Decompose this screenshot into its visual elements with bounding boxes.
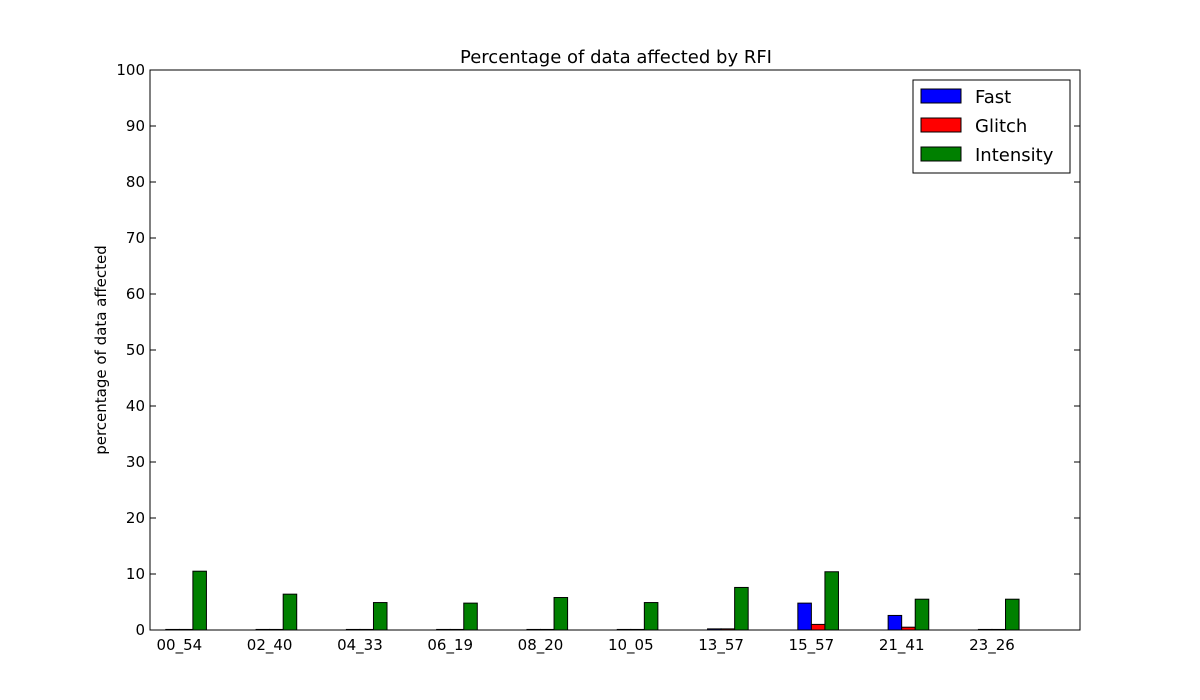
bar-intensity-15_57 bbox=[824, 571, 839, 631]
legend-label-fast: Fast bbox=[975, 87, 1011, 108]
y-tick-label: 60 bbox=[126, 285, 145, 303]
x-tick-label: 06_19 bbox=[427, 636, 473, 655]
bar-fast-21_41 bbox=[887, 614, 903, 631]
chart-title: Percentage of data affected by RFI bbox=[460, 47, 772, 68]
bar-intensity-10_05 bbox=[643, 602, 659, 631]
plot-frame bbox=[149, 69, 1081, 631]
x-tick-label: 04_33 bbox=[337, 636, 383, 655]
y-tick-label: 30 bbox=[126, 453, 145, 471]
legend-swatch-fast bbox=[920, 88, 962, 104]
bar-intensity-00_54 bbox=[192, 570, 207, 631]
bar-intensity-02_40 bbox=[282, 593, 298, 631]
x-tick-label: 02_40 bbox=[247, 636, 293, 655]
bar-intensity-23_26 bbox=[1005, 598, 1020, 631]
x-tick-label: 21_41 bbox=[879, 636, 925, 655]
y-tick-label: 90 bbox=[126, 117, 145, 135]
x-tick-label: 10_05 bbox=[608, 636, 654, 655]
bar-glitch-15_57 bbox=[810, 623, 826, 631]
x-tick-label: 23_26 bbox=[969, 636, 1015, 655]
bar-fast-15_57 bbox=[797, 602, 812, 631]
y-tick-label: 80 bbox=[126, 173, 145, 191]
legend-label-glitch: Glitch bbox=[975, 116, 1027, 137]
y-tick-label: 10 bbox=[126, 565, 145, 583]
legend-swatch-glitch bbox=[920, 117, 962, 133]
ticks-group: 00_54 02_40 04_33 06_19 08_20 10_05 13_57 15_57… bbox=[116, 61, 1080, 655]
y-tick-label: 100 bbox=[116, 61, 145, 79]
bars-group bbox=[165, 570, 1020, 631]
y-tick-label: 20 bbox=[126, 509, 145, 527]
legend: Fast Glitch Intensity bbox=[912, 79, 1071, 174]
y-tick-label: 50 bbox=[126, 341, 145, 359]
x-tick-label: 15_57 bbox=[789, 636, 835, 655]
x-tick-label: 00_54 bbox=[156, 636, 202, 655]
bar-intensity-13_57 bbox=[734, 586, 749, 631]
y-tick-label: 70 bbox=[126, 229, 145, 247]
y-tick-label: 40 bbox=[126, 397, 145, 415]
y-tick-label: 0 bbox=[135, 621, 145, 639]
bar-intensity-21_41 bbox=[914, 598, 930, 631]
legend-swatch-intensity bbox=[920, 146, 962, 162]
x-tick-label: 13_57 bbox=[698, 636, 744, 655]
bar-intensity-06_19 bbox=[463, 602, 478, 631]
y-axis-label: percentage of data affected bbox=[92, 245, 110, 455]
x-tick-label: 08_20 bbox=[518, 636, 564, 655]
legend-label-intensity: Intensity bbox=[975, 145, 1054, 166]
bar-intensity-08_20 bbox=[553, 597, 569, 631]
bar-intensity-04_33 bbox=[372, 602, 388, 631]
